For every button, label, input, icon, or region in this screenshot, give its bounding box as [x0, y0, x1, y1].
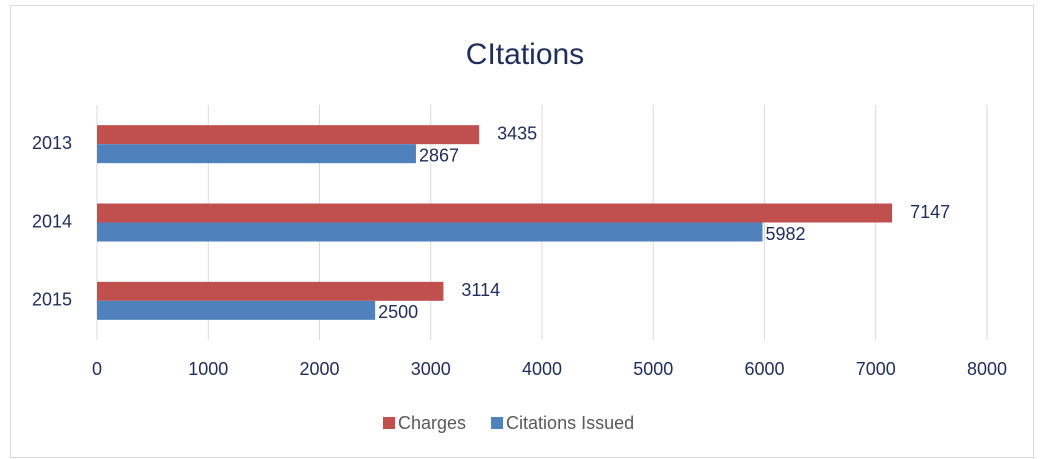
x-tick-label: 2000 [299, 359, 339, 379]
x-tick-label: 6000 [744, 359, 784, 379]
legend-swatch [491, 417, 504, 429]
x-tick-label: 4000 [522, 359, 562, 379]
x-tick-label: 8000 [967, 359, 1007, 379]
bar [97, 203, 893, 223]
bar [97, 222, 763, 242]
y-tick-label: 2013 [32, 133, 72, 153]
bar [97, 144, 416, 164]
value-label: 3435 [497, 123, 537, 143]
x-tick-label: 5000 [633, 359, 673, 379]
legend-label: Charges [398, 413, 466, 433]
value-label: 5982 [765, 224, 805, 244]
bar [97, 281, 444, 301]
x-tick-label: 7000 [856, 359, 896, 379]
x-tick-label: 1000 [188, 359, 228, 379]
y-tick-label: 2014 [32, 211, 72, 231]
value-label: 2867 [419, 145, 459, 165]
bar [97, 300, 376, 320]
value-label: 7147 [910, 202, 950, 222]
x-tick-label: 0 [92, 359, 102, 379]
legend-label: Citations Issued [506, 413, 634, 433]
legend-swatch [383, 417, 395, 429]
value-label: 2500 [378, 302, 418, 322]
value-label: 3114 [461, 280, 500, 300]
x-tick-label: 3000 [411, 359, 451, 379]
bar [97, 125, 480, 145]
y-tick-label: 2015 [32, 290, 72, 310]
chart-title: CItations [466, 38, 584, 71]
